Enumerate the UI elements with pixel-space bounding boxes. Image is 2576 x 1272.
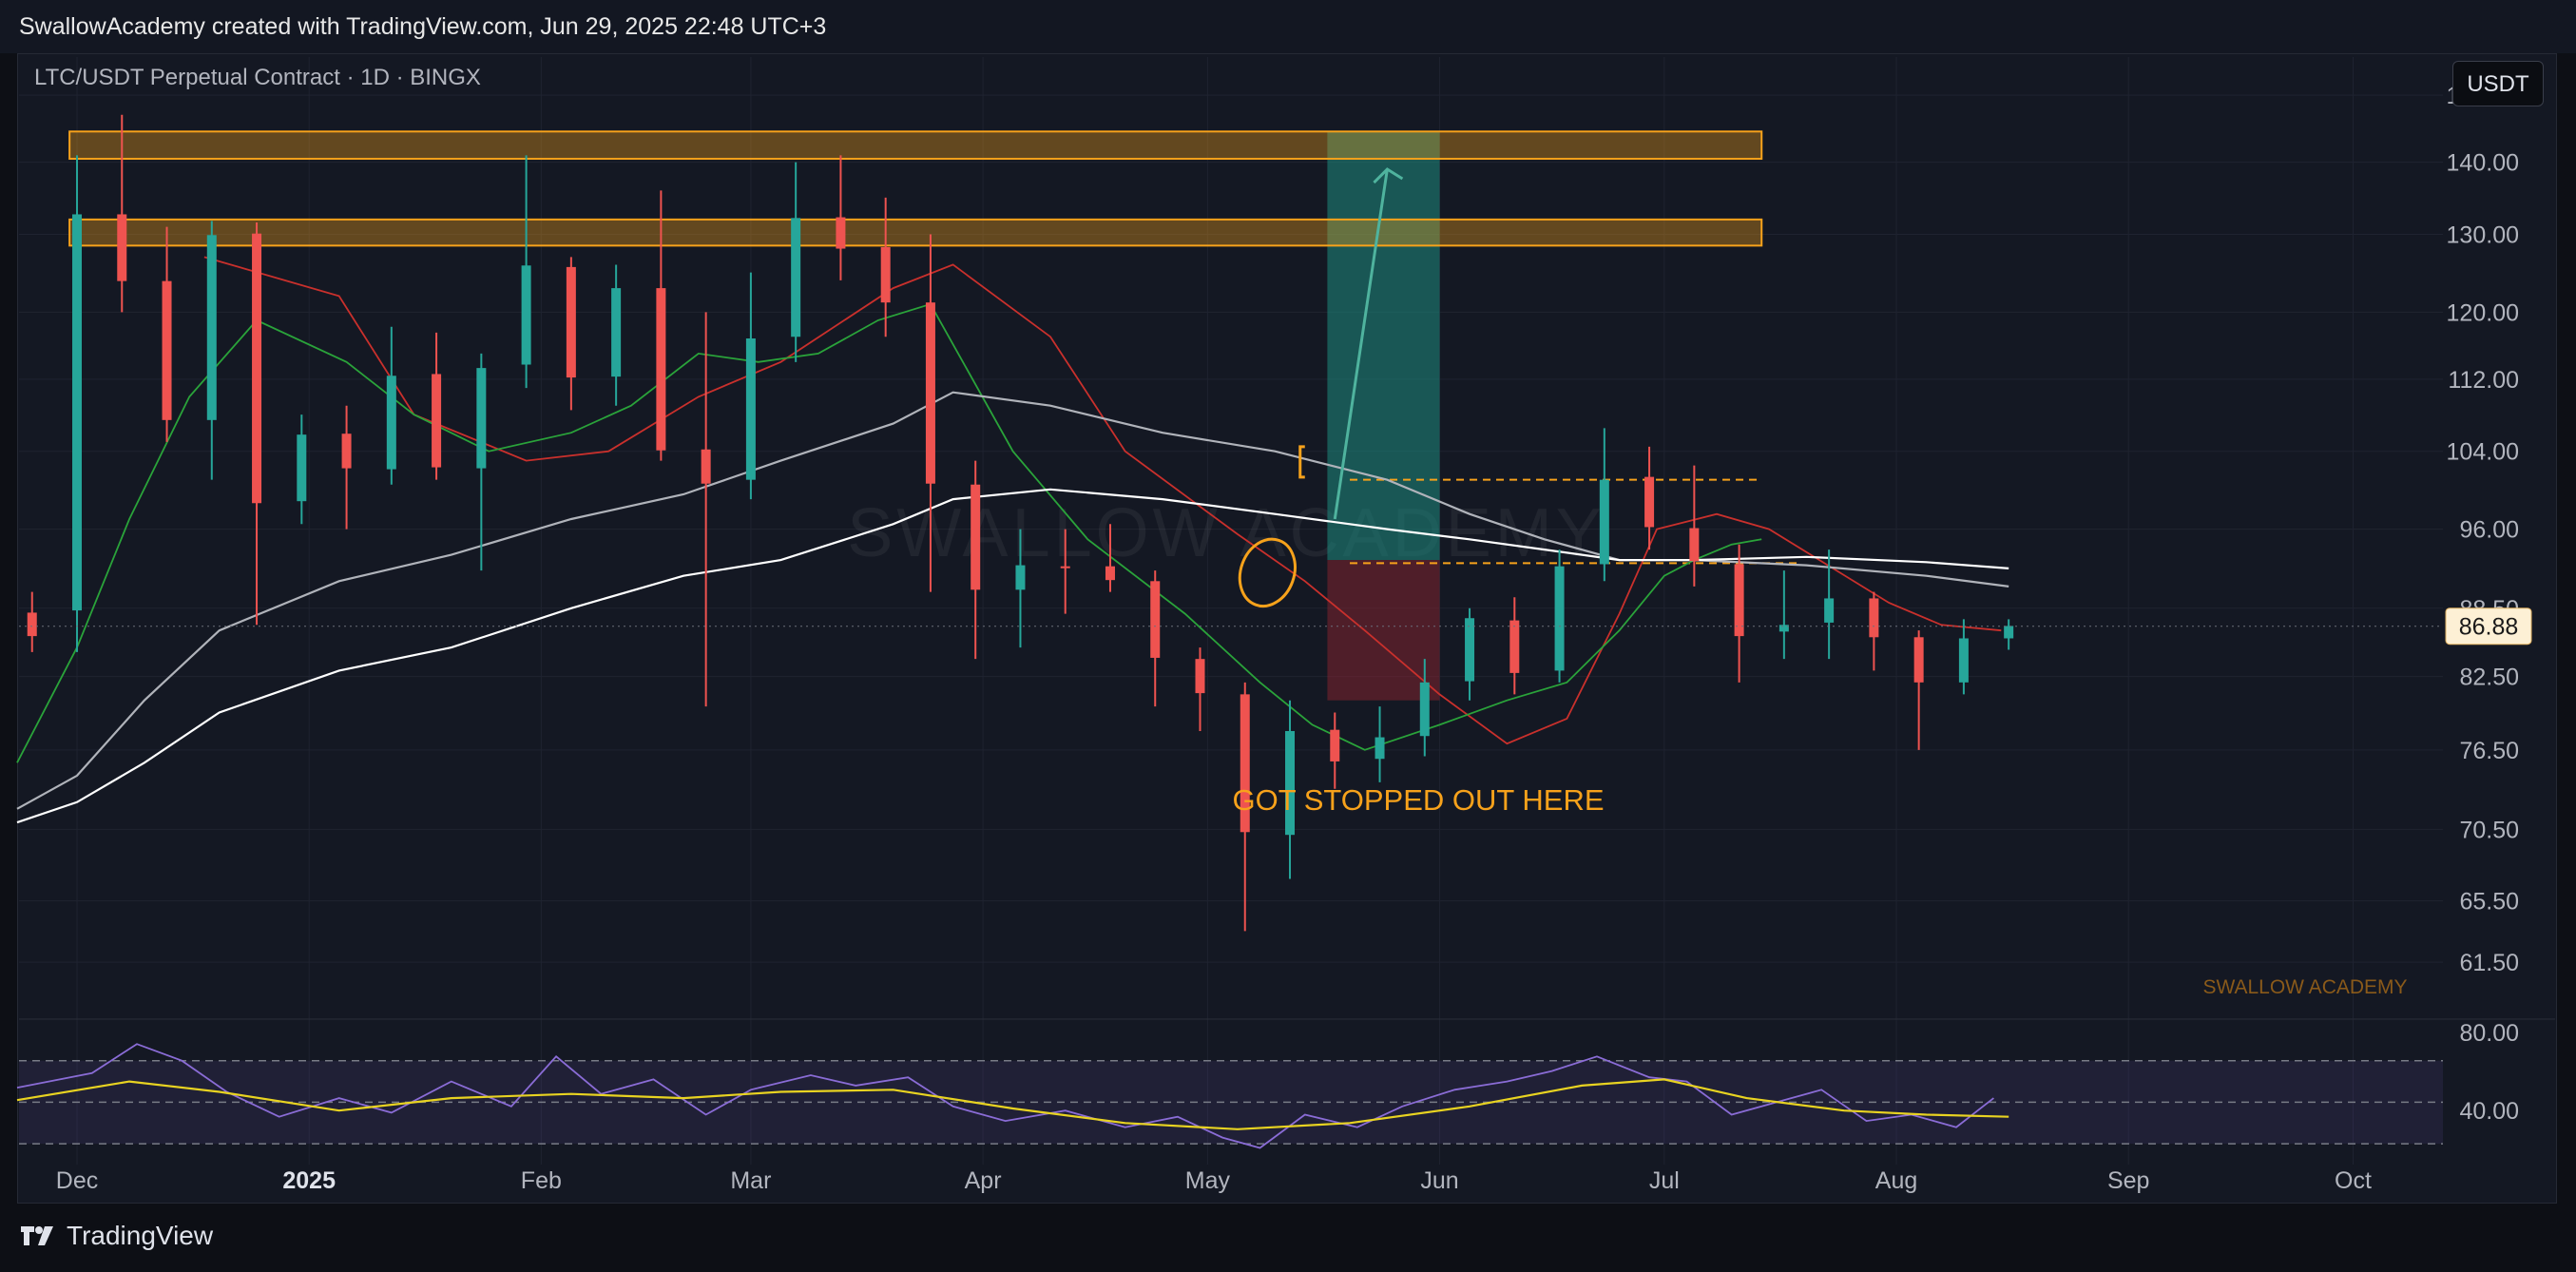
- time-tick-label: Aug: [1875, 1167, 1917, 1194]
- attribution-text: SwallowAcademy created with TradingView.…: [19, 13, 827, 40]
- candle-body: [1240, 694, 1250, 833]
- candle-body: [117, 214, 127, 281]
- time-tick-label: Apr: [965, 1167, 1002, 1194]
- candle-body: [1330, 729, 1340, 761]
- price-tick-label: 104.00: [2447, 439, 2519, 466]
- candle-body: [2004, 626, 2014, 639]
- candle-body: [745, 337, 756, 480]
- symbol-title: LTC/USDT Perpetual Contract · 1D · BINGX: [34, 65, 481, 90]
- candle-body: [1509, 620, 1520, 673]
- candle-body: [1105, 566, 1115, 581]
- resistance-zone: [68, 218, 1763, 247]
- candle-body: [791, 218, 801, 337]
- price-tick-label: 76.50: [2459, 738, 2519, 764]
- candle-body: [566, 266, 576, 378]
- candle-body: [1644, 476, 1655, 528]
- candle-body: [1015, 565, 1026, 590]
- candle-body: [476, 368, 487, 469]
- candle-body: [1375, 737, 1385, 760]
- price-tick-label: 65.50: [2459, 889, 2519, 915]
- candle-body: [1195, 659, 1205, 694]
- candle-body: [206, 235, 217, 420]
- time-tick-label: Jul: [1649, 1167, 1680, 1194]
- watermark-small: SWALLOW ACADEMY: [2202, 976, 2407, 998]
- candle-body: [297, 434, 307, 502]
- candle-body: [1285, 730, 1296, 836]
- candle-body: [521, 265, 531, 365]
- highlight-circle: [1238, 537, 1297, 608]
- rsi-tick-label: 80.00: [2459, 1020, 2519, 1047]
- target-arrow-head: [1373, 167, 1404, 184]
- highlight-bracket: [1298, 445, 1305, 479]
- candle-body: [1150, 581, 1161, 658]
- price-tick-label: 96.00: [2459, 517, 2519, 544]
- candle-body: [701, 449, 711, 484]
- resistance-zone: [68, 130, 1763, 161]
- time-tick-label: Jun: [1420, 1167, 1458, 1194]
- tradingview-logo-icon: [21, 1226, 53, 1245]
- candle-body: [1599, 479, 1609, 565]
- price-tick-label: 130.00: [2447, 222, 2519, 248]
- candle-body: [1734, 564, 1744, 637]
- candle-body: [880, 246, 891, 303]
- currency-button[interactable]: USDT: [2452, 61, 2544, 106]
- rsi-line: [16, 1043, 1994, 1149]
- tradingview-brand: TradingView: [67, 1221, 214, 1250]
- price-tick-label: 120.00: [2447, 299, 2519, 326]
- time-tick-label: Oct: [2335, 1167, 2372, 1194]
- candle-body: [1465, 618, 1475, 682]
- ma-white-line: [16, 488, 2009, 824]
- candle-body: [1060, 566, 1070, 569]
- target-arrow: [1333, 168, 1389, 520]
- candle-body: [1958, 638, 1969, 683]
- ema-red-line: [203, 256, 2002, 745]
- candle-body: [72, 214, 83, 611]
- price-tick-label: 82.50: [2459, 665, 2519, 691]
- time-tick-label: 2025: [282, 1167, 336, 1194]
- time-tick-label: Mar: [730, 1167, 771, 1194]
- candle-body: [162, 280, 172, 420]
- price-tick-label: 140.00: [2447, 150, 2519, 177]
- candle-body: [971, 484, 981, 590]
- price-tick-label: 70.50: [2459, 817, 2519, 843]
- price-tick-label: 112.00: [2448, 367, 2519, 394]
- candle-body: [1824, 598, 1835, 623]
- last-price-badge: [2445, 607, 2532, 646]
- ma-gray-line: [16, 391, 2009, 810]
- candle-body: [611, 288, 622, 377]
- candle-body: [656, 288, 666, 451]
- candle-body: [925, 302, 935, 484]
- time-tick-label: Dec: [56, 1167, 98, 1194]
- candle-body: [252, 233, 262, 504]
- candle-body: [27, 612, 37, 637]
- candle-body: [341, 434, 352, 469]
- tradingview-logo[interactable]: TradingView: [19, 1221, 213, 1251]
- attribution-bar: SwallowAcademy created with TradingView.…: [0, 0, 2576, 53]
- position-stop-zone: [1327, 560, 1440, 701]
- annotation-text: GOT STOPPED OUT HERE: [1232, 783, 1604, 817]
- candle-body: [836, 217, 846, 249]
- time-tick-label: May: [1185, 1167, 1231, 1194]
- candle-body: [1554, 566, 1565, 671]
- candle-body: [1913, 637, 1924, 683]
- time-tick-label: Sep: [2107, 1167, 2149, 1194]
- candle-body: [432, 374, 442, 468]
- candle-body: [1689, 528, 1700, 562]
- time-tick-label: Feb: [521, 1167, 562, 1194]
- candle-body: [386, 376, 396, 470]
- candle-body: [1869, 598, 1879, 638]
- footer: [0, 1204, 2576, 1272]
- price-tick-label: 61.50: [2459, 950, 2519, 976]
- rsi-tick-label: 40.00: [2459, 1098, 2519, 1125]
- candle-body: [1419, 682, 1430, 737]
- last-price-label: 86.88: [2459, 614, 2519, 641]
- candle-body: [1778, 625, 1789, 632]
- rsi-ma-line: [16, 1078, 2009, 1130]
